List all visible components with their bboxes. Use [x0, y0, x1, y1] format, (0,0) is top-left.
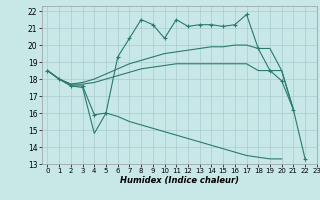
- X-axis label: Humidex (Indice chaleur): Humidex (Indice chaleur): [120, 176, 239, 185]
